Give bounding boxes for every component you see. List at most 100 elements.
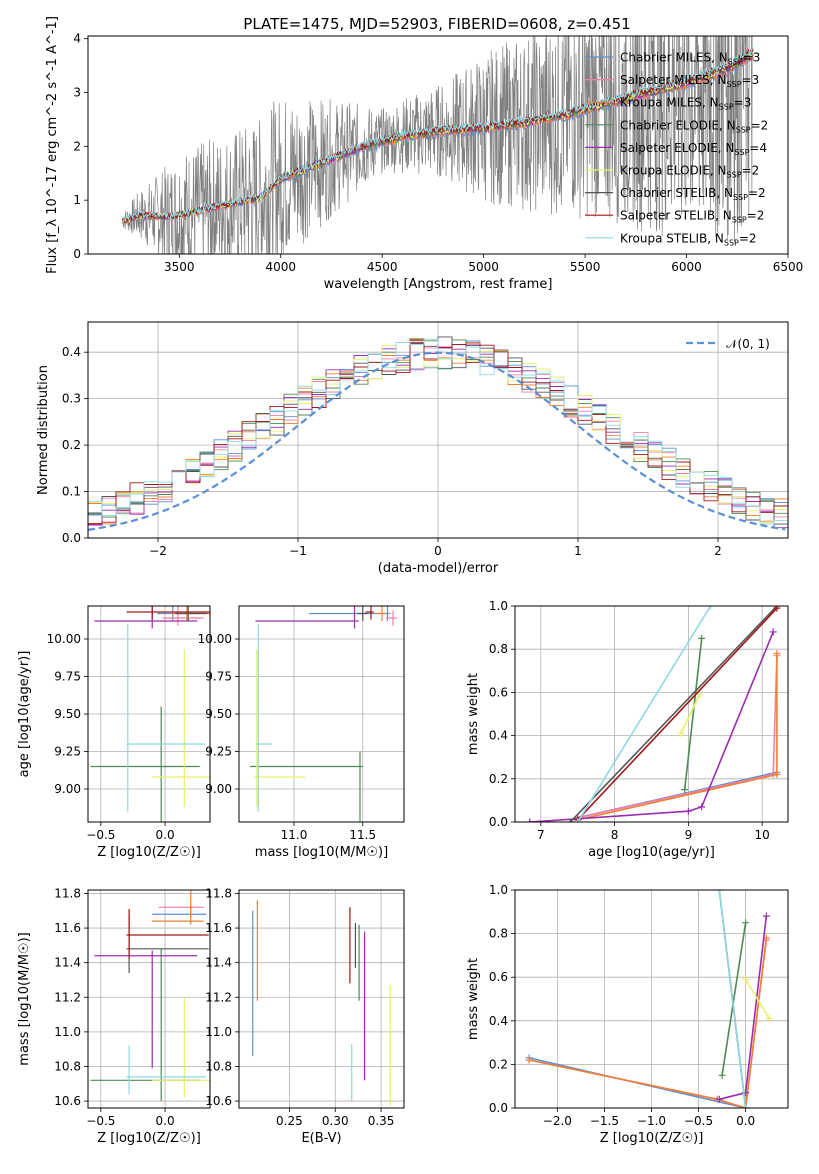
y-tick-label: 0.8 (489, 642, 508, 656)
x-tick-label: −1 (289, 544, 307, 558)
x-tick-label: 7 (537, 828, 545, 842)
series-line (744, 978, 770, 1020)
x-tick-label: 5000 (468, 260, 499, 274)
x-axis-label: mass [log10(M/M☉)] (255, 845, 388, 860)
series-line (569, 606, 778, 822)
y-axis-label: mass [log10(M/M☉)] (17, 932, 32, 1065)
x-tick-label: −1.0 (637, 1114, 666, 1128)
y-tick-label: 11.4 (54, 956, 81, 970)
y-tick-label: 9.25 (205, 745, 232, 759)
plot-area (122, 36, 754, 254)
y-tick-label: 10.8 (54, 1059, 81, 1073)
x-tick-label: −1.5 (590, 1114, 619, 1128)
x-tick-label: 10 (755, 828, 770, 842)
x-tick-label: 6500 (773, 260, 804, 274)
histogram-kroupa_elodie (88, 340, 788, 524)
x-axis-label: (data-model)/error (378, 561, 499, 576)
y-tick-label: 9.75 (205, 670, 232, 684)
series-point-marker (574, 818, 582, 822)
y-tick-label: 0.1 (62, 485, 81, 499)
y-tick-label: 10.6 (54, 1094, 81, 1108)
x-tick-label: 3500 (164, 260, 195, 274)
x-tick-label: −2.0 (543, 1114, 572, 1128)
legend-label: Kroupa ELODIE, NSSP=2 (620, 164, 759, 180)
plot-area (250, 606, 398, 822)
x-tick-label: 0.0 (736, 1114, 755, 1128)
gaussian-curve (88, 351, 786, 531)
y-axis-label: mass weight (466, 673, 481, 755)
y-tick-label: 9.25 (54, 745, 81, 759)
y-tick-label: 0.0 (489, 815, 508, 829)
y-tick-label: 0.0 (489, 1101, 508, 1115)
axes-frame (238, 889, 405, 1109)
legend-label: Kroupa MILES, NSSP=3 (620, 96, 751, 112)
axes-frame (87, 35, 789, 255)
series-point-marker (684, 807, 692, 815)
y-tick-label: 11.4 (205, 956, 232, 970)
series-line (577, 606, 712, 822)
y-tick-label: 0 (73, 247, 81, 261)
y-tick-label: 3 (73, 86, 81, 100)
y-tick-label: 10.00 (47, 632, 81, 646)
panel-age_vs_mass: 11.0 11.5 9.00 9.25 9.50 9.75 10.00 mass [log10… (198, 605, 405, 860)
series-point-marker (765, 1015, 773, 1023)
x-tick-label: −0.5 (86, 828, 115, 842)
series-line (680, 694, 701, 734)
series-line (718, 890, 747, 1108)
x-tick-label: 5500 (570, 260, 601, 274)
y-tick-label: 0.2 (489, 1057, 508, 1071)
series-point-marker (566, 818, 574, 822)
x-tick-label: 0.35 (368, 1114, 395, 1128)
series-point-marker (769, 628, 777, 636)
x-tick-label: 4500 (367, 260, 398, 274)
series-line (683, 638, 703, 790)
model-line-kroupa_stelib (122, 45, 754, 223)
axes-frame (87, 889, 211, 1109)
x-tick-label: 9 (685, 828, 693, 842)
series-point-marker (698, 803, 706, 811)
panel-spectrum: 3500 4000 4500 5000 5500 6000 6500 0 1 2 3 4 wavelen… (45, 16, 804, 292)
x-axis-label: E(B-V) (301, 1131, 341, 1146)
legend-label: Chabrier ELODIE, NSSP=2 (620, 118, 768, 134)
y-tick-label: 0.4 (489, 729, 508, 743)
legend-label: Salpeter STELIB, NSSP=2 (620, 209, 764, 225)
y-tick-label: 0.2 (489, 772, 508, 786)
legend-label: Salpeter MILES, NSSP=3 (620, 73, 759, 89)
series-point-marker (715, 890, 723, 894)
x-tick-label: 0.0 (156, 828, 175, 842)
legend-label: 𝒩(0, 1) (726, 337, 770, 351)
x-tick-label: 8 (611, 828, 619, 842)
series-line (529, 631, 774, 822)
plot-area (90, 890, 210, 1102)
series-point-marker (715, 1095, 723, 1103)
y-tick-label: 9.00 (205, 782, 232, 796)
series-line (528, 937, 768, 1108)
x-tick-label: 4000 (265, 260, 296, 274)
y-tick-label: 0.6 (489, 970, 508, 984)
series-point-marker (718, 1071, 726, 1079)
legend-label: Kroupa STELIB, NSSP=2 (620, 231, 757, 247)
series-point-marker (698, 634, 706, 642)
y-tick-label: 11.6 (205, 921, 232, 935)
series-point-marker (742, 919, 750, 927)
axes-frame (514, 889, 789, 1109)
x-tick-label: 0.0 (156, 1114, 175, 1128)
y-tick-label: 11.6 (54, 921, 81, 935)
panel-age_vs_Z: −0.5 0.0 9.00 9.25 9.50 9.75 10.00 Z [log10(Z/Z… (17, 605, 211, 860)
legend-label: Chabrier STELIB, NSSP=2 (620, 186, 766, 202)
x-axis-label: Z [log10(Z/Z☉)] (97, 1131, 201, 1146)
y-tick-label: 9.50 (54, 707, 81, 721)
series-point-marker (526, 818, 534, 822)
x-tick-label: 0.30 (322, 1114, 349, 1128)
panel-massweight_vs_age: 7 8 9 10 0.0 0.2 0.4 0.6 0.8 1.0 age [log10(age/yr… (466, 599, 789, 860)
y-tick-label: 9.00 (54, 782, 81, 796)
y-tick-label: 11.8 (54, 886, 81, 900)
y-tick-label: 9.50 (205, 707, 232, 721)
series-point-marker (677, 729, 685, 737)
y-tick-label: 4 (73, 32, 81, 46)
series-point-marker (525, 1056, 533, 1064)
y-tick-label: 11.0 (54, 1025, 81, 1039)
x-tick-label: −2 (149, 544, 167, 558)
histogram-kroupa_stelib (88, 338, 788, 525)
x-tick-label: 6000 (671, 260, 702, 274)
